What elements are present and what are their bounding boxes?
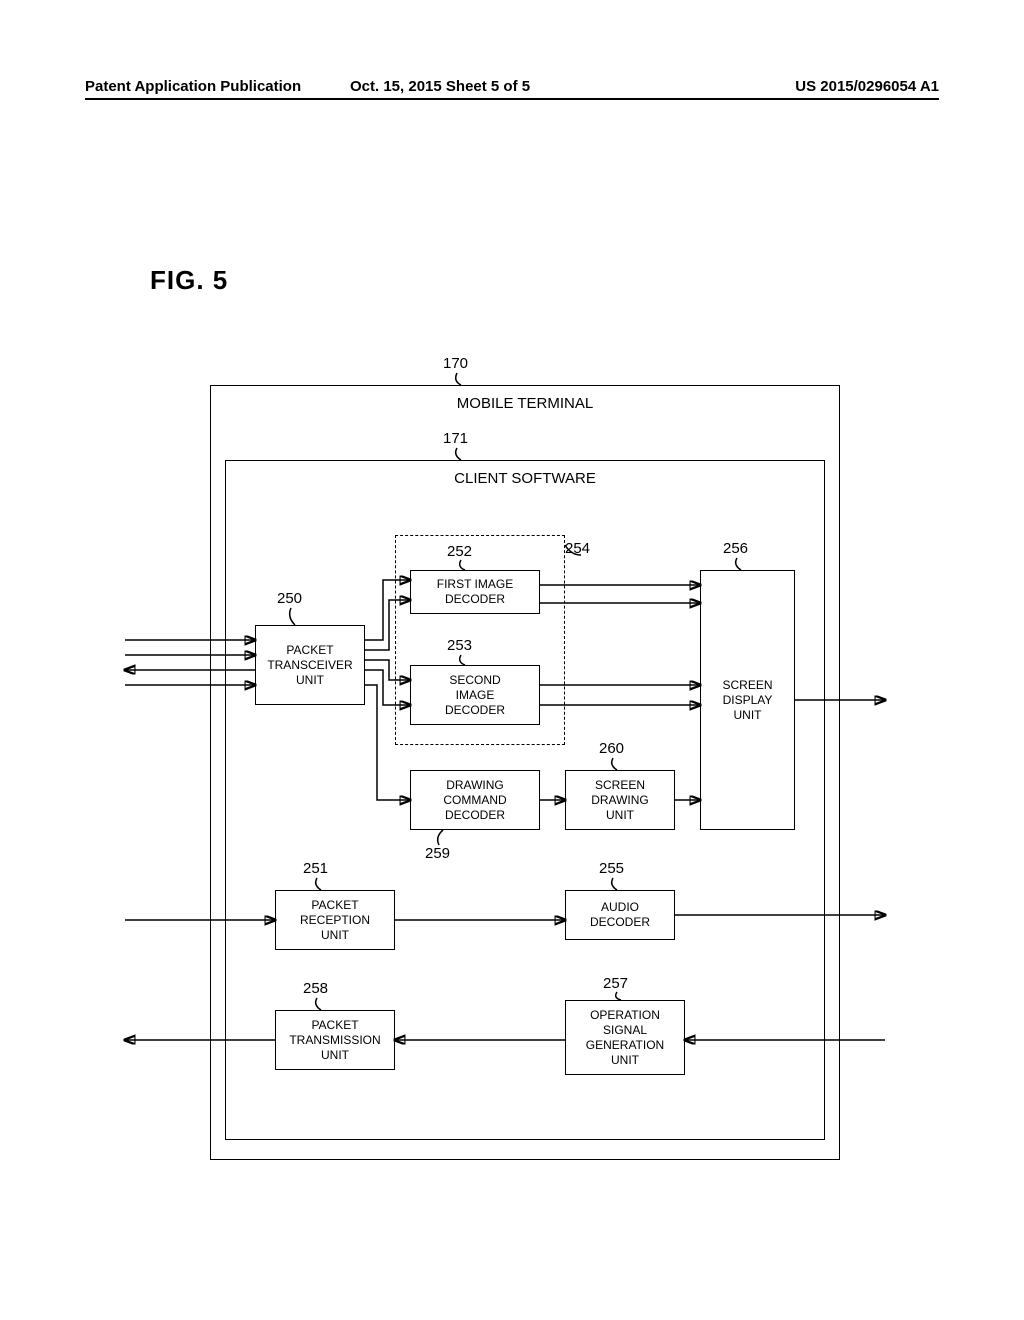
header-rule	[85, 98, 939, 100]
header-left: Patent Application Publication	[85, 78, 301, 95]
wires-svg	[125, 355, 885, 1175]
header-center: Oct. 15, 2015 Sheet 5 of 5	[350, 78, 530, 95]
diagram-container: MOBILE TERMINAL CLIENT SOFTWARE PACKETTR…	[125, 355, 885, 1175]
header-right: US 2015/0296054 A1	[795, 78, 939, 95]
figure-title: FIG. 5	[150, 265, 228, 296]
